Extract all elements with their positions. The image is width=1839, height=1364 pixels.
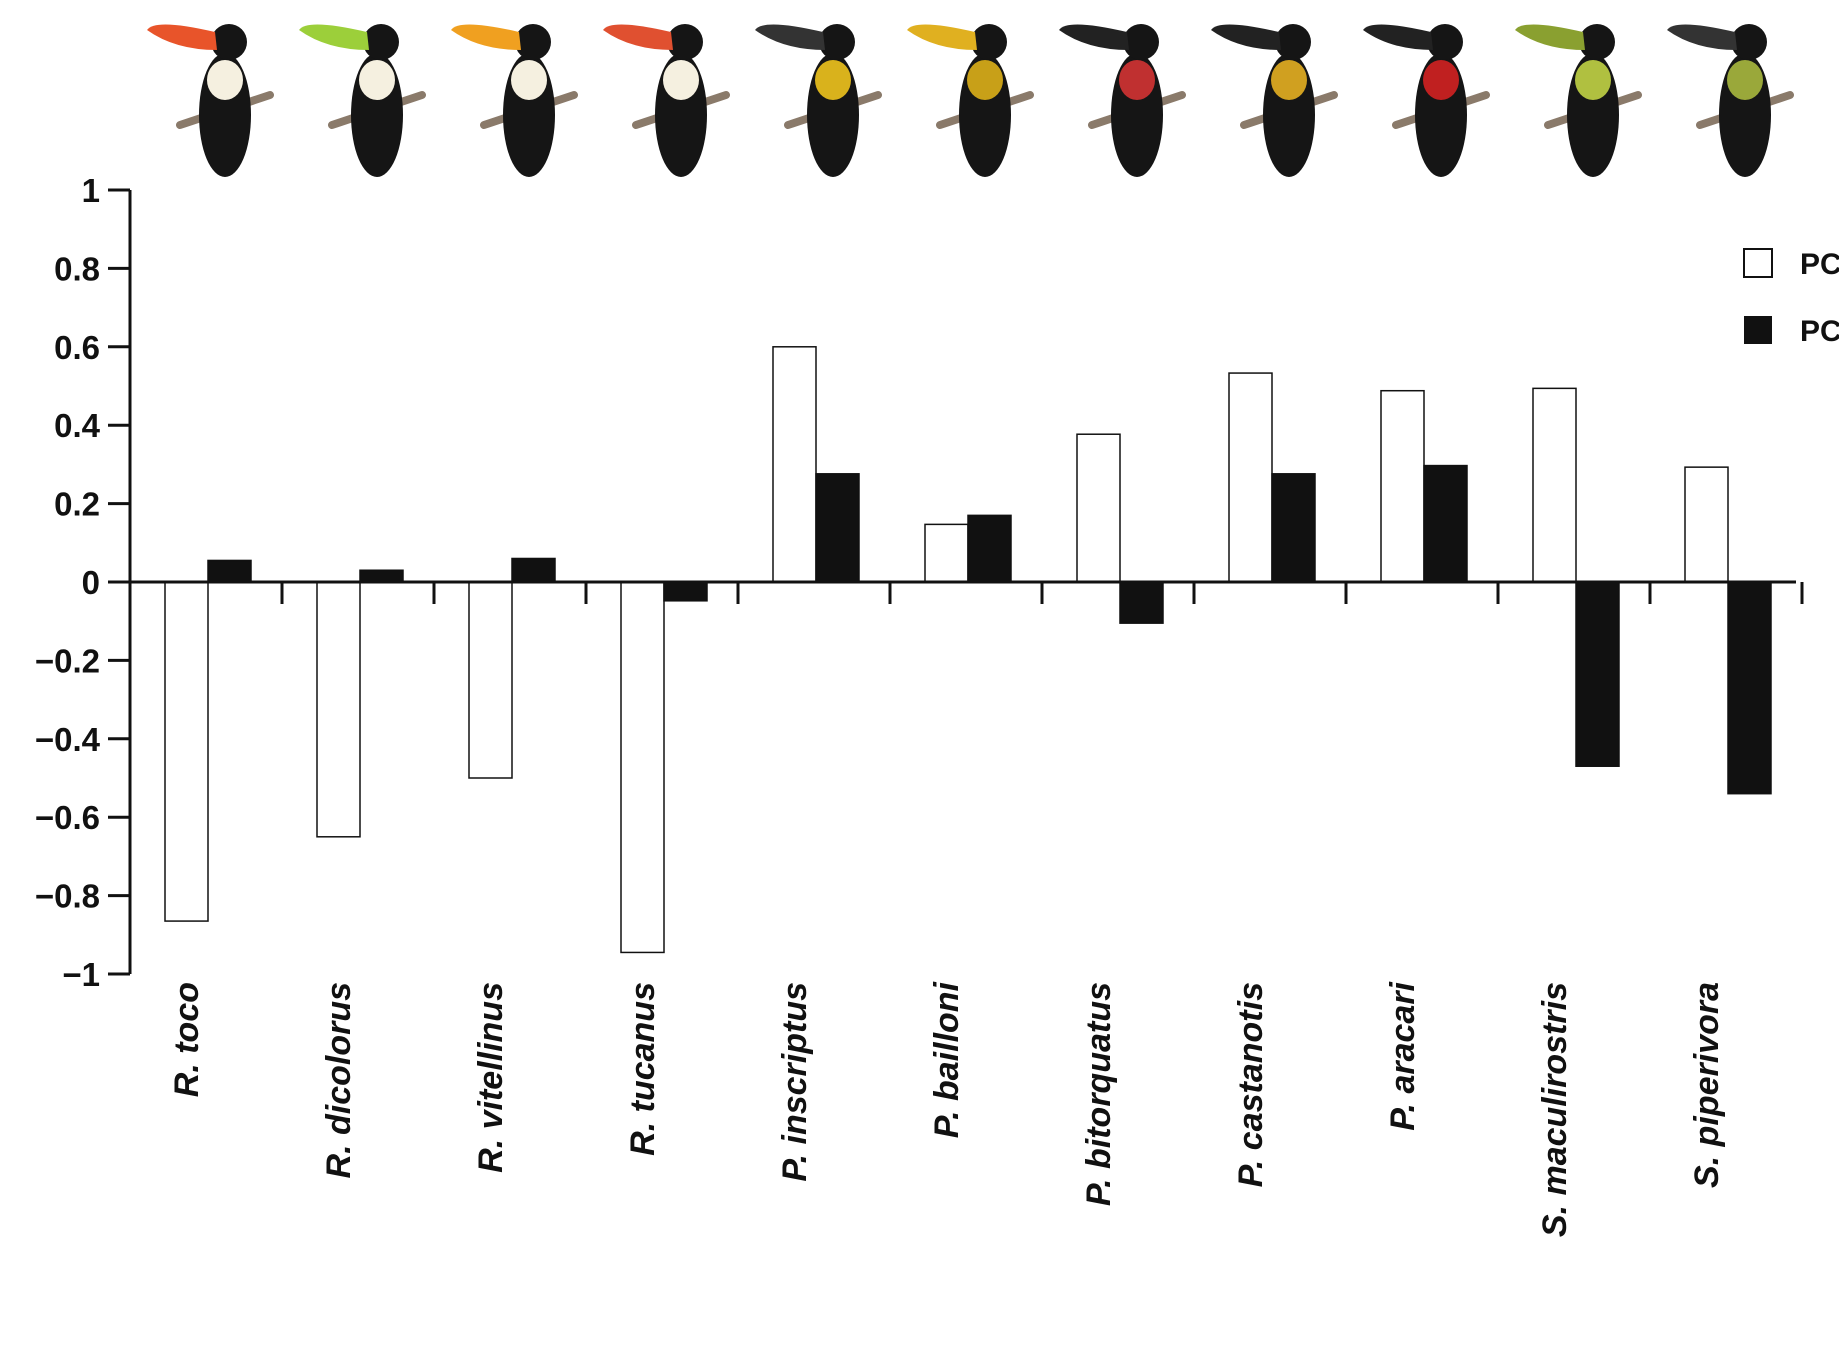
y-tick-label: 0.6 — [54, 329, 100, 366]
category-label: P. bailloni — [928, 980, 966, 1138]
category-label: R. toco — [168, 982, 206, 1097]
species-images — [147, 24, 1794, 177]
bar-pc1 — [1380, 389, 1425, 583]
y-tick-label: 0.4 — [54, 407, 101, 444]
bar-pc1 — [620, 581, 665, 954]
bar-pc2 — [1727, 581, 1772, 795]
bars — [164, 346, 1772, 954]
category-label: R. vitellinus — [472, 982, 510, 1173]
toucan-image — [147, 24, 274, 177]
toucan-image — [451, 24, 578, 177]
bar-pc2 — [207, 559, 252, 583]
bar-pc1 — [468, 581, 513, 779]
legend-label-pc1: PC1 — [1800, 248, 1839, 281]
legend-label-pc2: PC2 — [1800, 315, 1839, 348]
category-label: P. inscriptus — [776, 982, 814, 1182]
y-tick-label: −0.2 — [35, 642, 100, 679]
toucan-image — [603, 24, 730, 177]
y-tick-label: 1 — [82, 172, 100, 209]
category-label: P. castanotis — [1232, 982, 1270, 1187]
category-label: R. dicolorus — [320, 982, 358, 1178]
bar-pc1 — [772, 346, 817, 583]
bar-pc1 — [924, 523, 969, 583]
bar-pc1 — [1076, 433, 1121, 583]
bar-pc2 — [1119, 581, 1164, 624]
legend: PC1 PC2 — [1743, 248, 1839, 348]
bar-pc2 — [511, 557, 556, 583]
toucan-image — [299, 24, 426, 177]
bar-pc2 — [815, 473, 860, 583]
bar-pc1 — [1532, 387, 1577, 583]
toucan-image — [755, 24, 882, 177]
y-axis-ticks: 1 0.8 0.6 0.4 0.2 0 −0.2 −0.4 −0.6 −0.8 −1 — [35, 172, 130, 993]
category-label: P. aracari — [1384, 980, 1422, 1130]
category-label: S. maculirostris — [1536, 982, 1574, 1237]
legend-swatch-pc1 — [1743, 248, 1773, 278]
y-tick-label: −0.8 — [35, 878, 100, 915]
toucan-image — [907, 24, 1034, 177]
category-label: P. bitorquatus — [1080, 982, 1118, 1206]
toucan-image — [1059, 24, 1186, 177]
y-tick-label: −0.6 — [35, 799, 100, 836]
bar-pc2 — [663, 581, 708, 602]
y-tick-label: 0 — [82, 564, 100, 601]
y-tick-label: −0.4 — [35, 721, 101, 758]
bar-pc1 — [1228, 372, 1273, 583]
x-axis-labels: R. toco R. dicolorus R. vitellinus R. tucan… — [168, 980, 1726, 1237]
y-tick-label: 0.2 — [54, 486, 100, 523]
category-label: S. piperivora — [1688, 982, 1726, 1188]
legend-swatch-pc2 — [1744, 316, 1772, 344]
y-tick-label: 0.8 — [54, 250, 100, 287]
bar-pc2 — [1423, 464, 1468, 583]
bar-pc2 — [1271, 473, 1316, 583]
bar-pc2 — [967, 514, 1012, 583]
toucan-image — [1211, 24, 1338, 177]
toucan-image — [1667, 24, 1794, 177]
axes — [128, 190, 1804, 974]
category-label: R. tucanus — [624, 982, 662, 1156]
toucan-image — [1515, 24, 1642, 177]
bar-pc1 — [316, 581, 361, 838]
bar-pc2 — [359, 569, 404, 583]
bar-pc1 — [164, 581, 209, 922]
toucan-image — [1363, 24, 1490, 177]
bar-pc1 — [1684, 466, 1729, 583]
y-tick-label: −1 — [62, 956, 100, 993]
bar-pc2 — [1575, 581, 1620, 767]
